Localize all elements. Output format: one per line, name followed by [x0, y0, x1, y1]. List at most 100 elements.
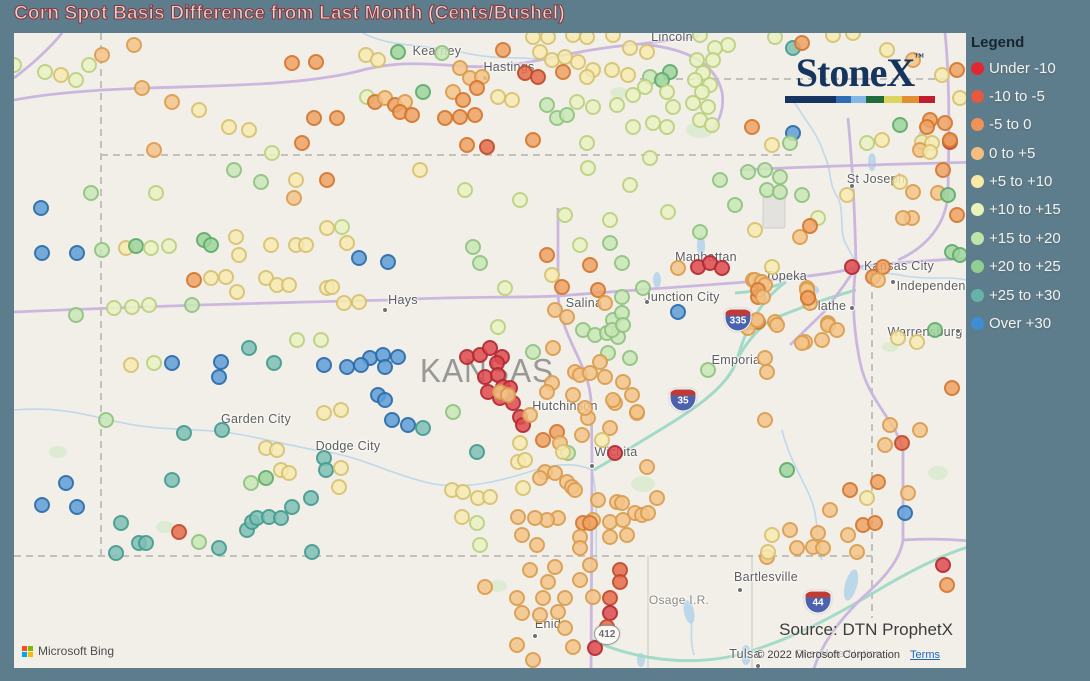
map-point[interactable]	[241, 122, 257, 138]
map-point[interactable]	[952, 90, 966, 106]
map-point[interactable]	[877, 437, 893, 453]
map-point[interactable]	[527, 510, 543, 526]
legend-item-b[interactable]: Over +30	[971, 315, 1089, 333]
map-point[interactable]	[472, 255, 488, 271]
map-point[interactable]	[870, 474, 886, 490]
map-point[interactable]	[479, 139, 495, 155]
map-point[interactable]	[281, 277, 297, 293]
map-point[interactable]	[772, 184, 788, 200]
map-point[interactable]	[582, 257, 598, 273]
map-point[interactable]	[164, 94, 180, 110]
map-point[interactable]	[415, 420, 431, 436]
map-point[interactable]	[764, 527, 780, 543]
map-point[interactable]	[624, 387, 640, 403]
map-point[interactable]	[148, 185, 164, 201]
map-point[interactable]	[574, 427, 590, 443]
map-point[interactable]	[400, 417, 416, 433]
map-point[interactable]	[525, 652, 541, 668]
map-point[interactable]	[273, 510, 289, 526]
map-point[interactable]	[567, 482, 583, 498]
map-point[interactable]	[605, 33, 621, 43]
legend-item-lo[interactable]: 0 to +5	[971, 144, 1089, 162]
map-point[interactable]	[547, 465, 563, 481]
map-point[interactable]	[34, 497, 50, 513]
map-point[interactable]	[266, 355, 282, 371]
map-point[interactable]	[782, 135, 798, 151]
map-point[interactable]	[171, 524, 187, 540]
map-point[interactable]	[482, 340, 498, 356]
map-point[interactable]	[687, 72, 703, 88]
map-point[interactable]	[579, 135, 595, 151]
map-point[interactable]	[128, 238, 144, 254]
map-point[interactable]	[319, 172, 335, 188]
map-point[interactable]	[794, 35, 810, 51]
map-point[interactable]	[744, 119, 760, 135]
map-point[interactable]	[815, 540, 831, 556]
map-point[interactable]	[597, 295, 613, 311]
map-point[interactable]	[659, 84, 675, 100]
map-point[interactable]	[504, 92, 520, 108]
map-point[interactable]	[952, 247, 966, 263]
map-point[interactable]	[649, 490, 665, 506]
map-point[interactable]	[58, 475, 74, 491]
map-point[interactable]	[510, 509, 526, 525]
map-point[interactable]	[685, 95, 701, 111]
map-point[interactable]	[83, 185, 99, 201]
map-point[interactable]	[334, 219, 350, 235]
map-point[interactable]	[540, 574, 556, 590]
map-point[interactable]	[228, 229, 244, 245]
map-point[interactable]	[313, 332, 329, 348]
map-point[interactable]	[757, 412, 773, 428]
map-point[interactable]	[592, 354, 608, 370]
map-point[interactable]	[530, 69, 546, 85]
map-point[interactable]	[594, 432, 610, 448]
map-point[interactable]	[141, 297, 157, 313]
map-point[interactable]	[934, 67, 950, 83]
map-point[interactable]	[579, 69, 595, 85]
map-point[interactable]	[615, 512, 631, 528]
map-point[interactable]	[497, 280, 513, 296]
map-point[interactable]	[514, 527, 530, 543]
map-point[interactable]	[569, 94, 585, 110]
map-point[interactable]	[874, 132, 890, 148]
map-point[interactable]	[452, 109, 468, 125]
map-point[interactable]	[37, 64, 53, 80]
map-point[interactable]	[794, 187, 810, 203]
map-point[interactable]	[755, 289, 771, 305]
map-point[interactable]	[870, 272, 886, 288]
map-point[interactable]	[243, 475, 259, 491]
map-point[interactable]	[146, 355, 162, 371]
map-point[interactable]	[306, 110, 322, 126]
map-point[interactable]	[333, 460, 349, 476]
map-point[interactable]	[331, 479, 347, 495]
map-point[interactable]	[712, 172, 728, 188]
map-point[interactable]	[890, 330, 906, 346]
map-point[interactable]	[565, 639, 581, 655]
legend-item-lg[interactable]: +15 to +20	[971, 229, 1089, 247]
map-point[interactable]	[539, 384, 555, 400]
map-point[interactable]	[892, 174, 908, 190]
map-point[interactable]	[559, 309, 575, 325]
map-point[interactable]	[615, 374, 631, 390]
bing-logo[interactable]: Microsoft Bing	[22, 644, 114, 658]
map-point[interactable]	[226, 162, 242, 178]
map-point[interactable]	[769, 317, 785, 333]
map-point[interactable]	[800, 290, 816, 306]
map-point[interactable]	[324, 279, 340, 295]
map-point[interactable]	[757, 162, 773, 178]
map-point[interactable]	[605, 392, 621, 408]
map-point[interactable]	[935, 557, 951, 573]
map-point[interactable]	[692, 224, 708, 240]
map-point[interactable]	[269, 442, 285, 458]
map-point[interactable]	[879, 42, 895, 58]
map-point[interactable]	[218, 269, 234, 285]
map-point[interactable]	[469, 515, 485, 531]
map-point[interactable]	[377, 392, 393, 408]
map-point[interactable]	[767, 33, 783, 45]
terms-link[interactable]: Terms	[910, 649, 940, 661]
map-point[interactable]	[645, 115, 661, 131]
map-point[interactable]	[760, 544, 776, 560]
map-point[interactable]	[457, 182, 473, 198]
map-point[interactable]	[897, 505, 913, 521]
map-point[interactable]	[164, 355, 180, 371]
